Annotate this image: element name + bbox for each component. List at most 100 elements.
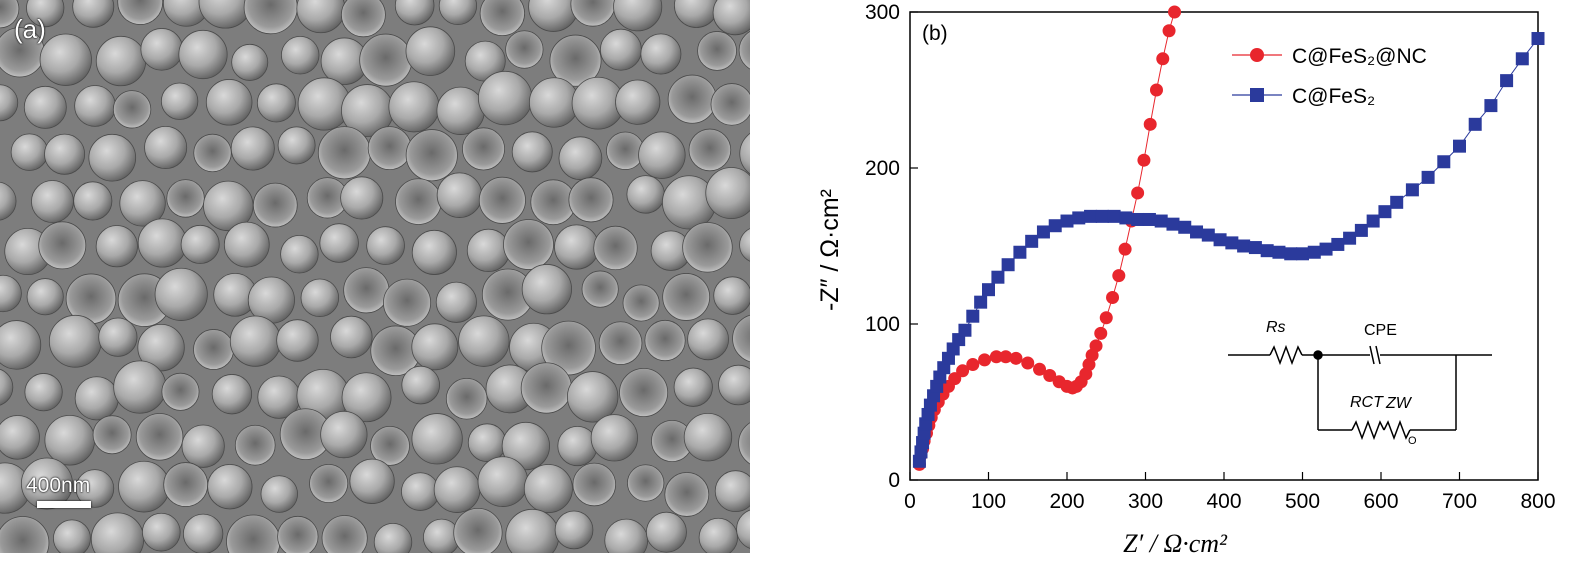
sphere-particle bbox=[137, 218, 187, 268]
circuit-rs-label: Rs bbox=[1266, 319, 1286, 336]
broken-shell bbox=[503, 219, 554, 270]
sphere-particle bbox=[394, 0, 435, 26]
sphere-particle bbox=[698, 517, 738, 553]
data-point-series-0 bbox=[1021, 356, 1035, 370]
sphere-particle bbox=[554, 510, 594, 550]
sphere-particle bbox=[144, 125, 188, 169]
data-point-series-1 bbox=[1421, 170, 1435, 184]
x-tick-label: 400 bbox=[1206, 490, 1241, 513]
sphere-particle bbox=[0, 274, 22, 313]
data-point-series-1 bbox=[1001, 258, 1015, 272]
broken-shell bbox=[462, 127, 506, 171]
sphere-particle bbox=[645, 511, 687, 553]
sphere-particle bbox=[119, 180, 166, 227]
sphere-particle bbox=[433, 466, 481, 513]
broken-shell bbox=[370, 425, 410, 466]
data-point-series-0 bbox=[978, 353, 992, 367]
data-point-series-1 bbox=[1131, 212, 1145, 226]
data-point-series-1 bbox=[1405, 183, 1419, 197]
sphere-particle bbox=[39, 33, 92, 86]
sphere-particle bbox=[714, 470, 750, 513]
sphere-particle bbox=[48, 314, 102, 368]
data-point-series-0 bbox=[1149, 83, 1163, 97]
sphere-particle bbox=[736, 509, 750, 549]
data-point-series-1 bbox=[1095, 209, 1109, 223]
broken-shell bbox=[92, 415, 132, 455]
sphere-particle bbox=[458, 315, 510, 367]
sphere-particle bbox=[231, 43, 269, 81]
sphere-particle bbox=[113, 360, 167, 414]
sphere-particle bbox=[523, 464, 573, 514]
legend-label-fes2: C@FeS₂ bbox=[1292, 85, 1375, 108]
data-point-series-1 bbox=[1013, 245, 1027, 259]
sphere-particle bbox=[613, 0, 663, 32]
broken-shell bbox=[710, 83, 750, 126]
broken-shell bbox=[479, 0, 525, 37]
sphere-particle bbox=[687, 318, 729, 361]
broken-shell bbox=[619, 368, 669, 417]
sphere-particle bbox=[0, 415, 40, 460]
sphere-particle bbox=[718, 364, 750, 406]
data-point-series-1 bbox=[1354, 223, 1368, 237]
sphere-particle bbox=[182, 513, 224, 553]
sphere-particle bbox=[330, 315, 373, 359]
sphere-particle bbox=[388, 81, 440, 133]
data-point-series-1 bbox=[1500, 74, 1514, 88]
sphere-particle bbox=[207, 464, 253, 510]
sphere-particle bbox=[436, 172, 483, 218]
broken-shell bbox=[572, 462, 617, 507]
data-point-series-1 bbox=[1142, 212, 1156, 226]
sphere-particle bbox=[712, 0, 750, 36]
legend: C@FeS₂@NC C@FeS₂ bbox=[1232, 45, 1427, 108]
x-tick-label: 100 bbox=[971, 490, 1006, 513]
sphere-particle bbox=[20, 457, 73, 510]
sphere-particle bbox=[739, 132, 750, 175]
broken-shell bbox=[166, 179, 205, 218]
broken-shell bbox=[541, 320, 596, 376]
sphere-particle bbox=[438, 0, 478, 26]
sphere-particle bbox=[401, 365, 440, 405]
data-point-series-1 bbox=[1213, 233, 1227, 247]
data-point-series-0 bbox=[1033, 362, 1047, 376]
sphere-particle bbox=[53, 519, 91, 553]
sphere-particle bbox=[260, 475, 298, 513]
sphere-particle bbox=[95, 225, 138, 268]
data-point-series-0 bbox=[1131, 186, 1145, 200]
sphere-particle bbox=[638, 131, 686, 179]
sphere-particle bbox=[31, 180, 74, 223]
broken-shell bbox=[117, 0, 164, 25]
sphere-particle bbox=[44, 133, 86, 175]
circuit-zw-label: ZW bbox=[1385, 395, 1413, 412]
broken-shell bbox=[405, 129, 458, 182]
broken-shell bbox=[383, 278, 432, 327]
broken-shell bbox=[732, 314, 750, 363]
data-point-series-1 bbox=[1166, 217, 1180, 231]
broken-shell bbox=[697, 31, 737, 71]
sphere-particle bbox=[521, 264, 572, 315]
y-tick-label: 0 bbox=[888, 469, 900, 492]
sphere-particle bbox=[26, 278, 64, 316]
x-tick-label: 500 bbox=[1285, 490, 1320, 513]
sphere-particle bbox=[557, 425, 598, 467]
sphere-particle bbox=[74, 376, 119, 421]
data-point-series-0 bbox=[1118, 242, 1132, 256]
data-point-series-0 bbox=[1043, 368, 1057, 382]
data-point-series-1 bbox=[1260, 244, 1274, 258]
sphere-particle bbox=[713, 276, 750, 315]
sphere-particle bbox=[554, 224, 600, 270]
sphere-particle bbox=[467, 423, 507, 462]
data-point-series-1 bbox=[1107, 209, 1121, 223]
x-tick-label: 300 bbox=[1128, 490, 1163, 513]
data-point-series-1 bbox=[1084, 209, 1098, 223]
sphere-particle bbox=[477, 456, 529, 507]
data-point-series-1 bbox=[1060, 214, 1074, 228]
broken-shell bbox=[549, 34, 602, 87]
panel-a-label: (a) bbox=[14, 14, 46, 44]
sphere-particle bbox=[0, 84, 19, 122]
broken-shell bbox=[193, 329, 235, 370]
sphere-particle bbox=[340, 176, 384, 220]
axis-ticks: 0 100 200 300 400 500 600 700 800 0 100 200 300 bbox=[865, 1, 1556, 513]
broken-shell bbox=[478, 176, 526, 224]
broken-shell bbox=[627, 464, 665, 502]
y-tick-label: 100 bbox=[865, 313, 900, 336]
